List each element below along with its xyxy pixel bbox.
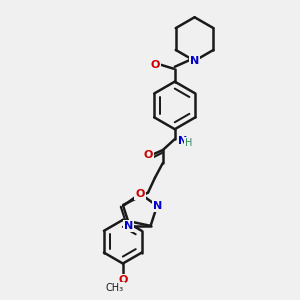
Text: O: O xyxy=(143,150,153,160)
Text: N: N xyxy=(190,56,199,66)
Text: N: N xyxy=(124,221,133,231)
Text: O: O xyxy=(135,189,145,199)
Text: H: H xyxy=(185,138,192,148)
Text: CH₃: CH₃ xyxy=(106,283,124,293)
Text: N: N xyxy=(153,201,163,211)
Text: O: O xyxy=(150,60,160,70)
Text: O: O xyxy=(118,275,128,285)
Text: N: N xyxy=(178,136,187,146)
